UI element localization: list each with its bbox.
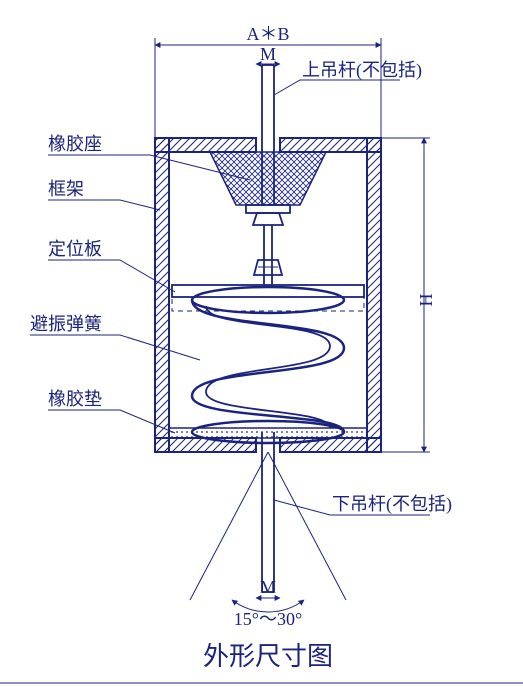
label-plate: 定位板 xyxy=(48,239,102,259)
label-spring: 避振弹簧 xyxy=(30,314,102,334)
dim-width-label: A＊B xyxy=(246,24,289,44)
swing-left xyxy=(190,452,268,600)
frame-top-l xyxy=(155,138,256,152)
label-rubber-pad: 橡胶垫 xyxy=(48,389,102,409)
rubber-pad xyxy=(169,428,367,438)
swing-right xyxy=(268,452,346,600)
nut-top xyxy=(253,213,283,225)
label-rubber-seat: 橡胶座 xyxy=(48,134,102,154)
vibration-spring xyxy=(192,287,344,443)
frame-right xyxy=(367,138,381,452)
frame-bot-r xyxy=(280,438,381,452)
washer-top xyxy=(246,205,290,213)
frame-left xyxy=(155,138,169,452)
dim-top-hole: M xyxy=(260,44,276,64)
frame-top-r xyxy=(280,138,381,152)
frame-bot-l xyxy=(155,438,256,452)
label-lower-rod: 下吊杆(不包括) xyxy=(332,494,452,515)
plate-dashed xyxy=(172,297,364,311)
rubber-seat xyxy=(210,152,326,205)
dim-bot-hole: M xyxy=(260,577,276,597)
label-frame: 框架 xyxy=(48,179,84,199)
label-upper-rod: 上吊杆(不包括) xyxy=(302,60,422,81)
swing-angle-label: 15°～30° xyxy=(234,609,302,629)
dim-height-label: H xyxy=(416,294,436,307)
diagram-title: 外形尺寸图 xyxy=(203,642,333,671)
